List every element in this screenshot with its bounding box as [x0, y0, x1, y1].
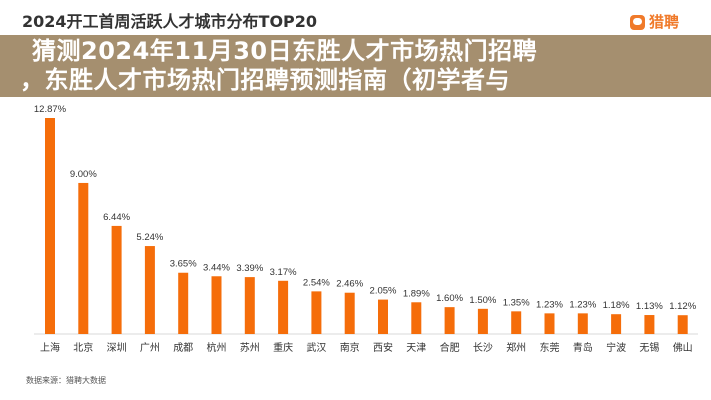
liepin-logo: 猎聘: [630, 13, 679, 31]
data-label: 1.12%: [669, 301, 696, 312]
bar: [577, 313, 588, 334]
data-label: 1.89%: [403, 288, 430, 299]
data-label: 9.00%: [70, 169, 97, 180]
bar: [78, 182, 89, 334]
category-label: 青岛: [573, 341, 593, 354]
data-source: 数据来源：猎聘大数据: [26, 376, 106, 385]
data-label: 2.54%: [303, 277, 330, 288]
bar: [111, 225, 122, 334]
category-label: 杭州: [207, 341, 227, 354]
headline-line-2: ，东胜人才市场热门招聘预测指南（初学者与: [20, 66, 510, 94]
category-label: 郑州: [506, 341, 526, 354]
bar: [45, 118, 55, 334]
category-label: 长沙: [473, 342, 493, 354]
category-label: 南京: [340, 341, 360, 354]
category-label: 合肥: [440, 341, 460, 354]
data-label: 1.60%: [436, 293, 463, 304]
category-label: 东莞: [540, 341, 560, 354]
bar: [477, 308, 488, 334]
chart-title: 2024开工首周活跃人才城市分布TOP20: [22, 12, 318, 31]
category-label: 深圳: [107, 342, 127, 354]
category-label: 重庆: [273, 341, 293, 354]
bar: [611, 314, 622, 334]
category-label: 成都: [173, 342, 193, 354]
chat-bubble-icon: [630, 14, 645, 30]
data-label: 3.65%: [170, 259, 197, 270]
data-label: 1.50%: [469, 295, 496, 306]
data-label: 6.44%: [103, 212, 130, 223]
bar: [178, 272, 189, 334]
category-label: 武汉: [306, 341, 326, 354]
category-label: 宁波: [606, 341, 626, 354]
bar: [211, 276, 222, 334]
data-label: 3.44%: [203, 262, 230, 273]
data-label: 3.17%: [270, 267, 297, 278]
data-label: 1.18%: [603, 300, 630, 311]
bar: [544, 313, 555, 334]
bar: [378, 299, 388, 334]
bar: [144, 246, 155, 334]
bar: [444, 307, 455, 334]
headline-line-1: 猜测2024年11月30日东胜人才市场热门招聘: [32, 37, 538, 65]
bar: [644, 315, 655, 334]
bar: [278, 280, 289, 334]
data-label: 5.24%: [136, 232, 163, 243]
category-label: 西安: [373, 341, 393, 354]
data-label: 3.39%: [236, 263, 263, 274]
category-label: 上海: [40, 341, 60, 354]
data-label: 2.05%: [370, 286, 397, 297]
category-label: 苏州: [240, 341, 260, 354]
bar: [411, 302, 422, 334]
category-label: 佛山: [673, 341, 693, 354]
headline-overlay: 猜测2024年11月30日东胜人才市场热门招聘 ，东胜人才市场热门招聘预测指南（…: [0, 35, 711, 97]
bar: [677, 315, 688, 334]
data-label: 2.46%: [336, 279, 363, 290]
data-label: 12.87%: [34, 104, 67, 115]
bar: [311, 291, 322, 334]
category-label: 北京: [73, 341, 93, 354]
category-label: 天津: [406, 342, 426, 354]
data-label: 1.13%: [636, 301, 663, 312]
logo-text: 猎聘: [649, 13, 680, 31]
bar: [244, 277, 255, 334]
bar: [511, 311, 522, 334]
category-label: 无锡: [639, 341, 659, 354]
bar: [344, 292, 355, 334]
data-label: 1.35%: [503, 297, 530, 308]
category-label: 广州: [140, 342, 160, 354]
data-label: 1.23%: [569, 299, 596, 310]
data-label: 1.23%: [536, 299, 563, 310]
